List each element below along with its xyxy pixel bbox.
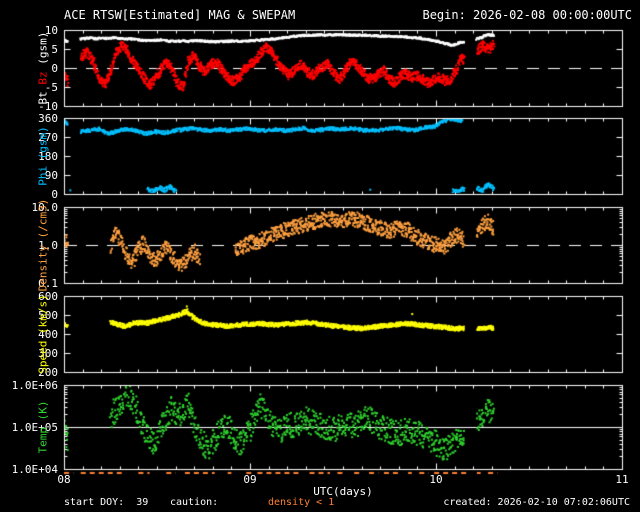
- y-tick-label: 1.0E+04: [11, 462, 58, 476]
- y-tick-label: 1.0E+06: [11, 378, 58, 392]
- x-tick-label: 09: [243, 473, 257, 486]
- x-tick-label: 08: [57, 473, 71, 486]
- plot-title: ACE RTSW[Estimated] MAG & SWEPAM: [64, 8, 296, 22]
- y-tick-label: 0: [51, 61, 58, 75]
- caution-value: density < 1: [268, 497, 335, 508]
- y-axis-label-part: Speed (km/s): [36, 294, 50, 374]
- y-tick-label: 0.1: [38, 276, 58, 290]
- x-tick-label: 10: [429, 473, 443, 486]
- y-tick-label: -10: [38, 99, 58, 113]
- created-timestamp: created: 2026-02-10 07:02:06UTC: [443, 497, 630, 508]
- y-tick-label: 300: [38, 346, 58, 360]
- y-axis-label: Bt Bz (gsm): [36, 31, 50, 105]
- y-tick-label: 1.0: [38, 238, 58, 252]
- y-tick-label: 200: [38, 365, 58, 379]
- y-axis-label: Phi (gsm): [36, 126, 50, 186]
- y-tick-label: 600: [38, 289, 58, 303]
- y-tick-label: 10: [44, 23, 58, 37]
- x-tick-label: 11: [615, 473, 629, 486]
- y-axis-label-part: Bz: [36, 71, 50, 85]
- y-tick-label: 270: [38, 130, 58, 144]
- caution-label: caution:: [170, 497, 219, 508]
- begin-timestamp: Begin: 2026-02-08 00:00:00UTC: [422, 8, 632, 22]
- y-tick-label: -5: [44, 80, 58, 94]
- y-axis-label-part: (gsm): [36, 31, 50, 72]
- y-tick-label: 10.0: [31, 200, 59, 214]
- y-tick-label: 90: [44, 168, 58, 182]
- y-tick-label: 1.0E+05: [11, 420, 58, 434]
- y-axis-label-part: Temp (K): [36, 400, 50, 454]
- y-tick-label: 500: [38, 308, 58, 322]
- y-axis-label: Speed (km/s): [36, 294, 50, 374]
- x-axis-label: UTC(days): [313, 485, 373, 498]
- start-doy-label: start DOY: 39: [64, 497, 149, 508]
- y-tick-label: 5: [51, 42, 58, 56]
- y-tick-label: 180: [38, 149, 58, 163]
- y-tick-label: 400: [38, 327, 58, 341]
- y-axis-label-part: Phi (gsm): [36, 126, 50, 186]
- y-tick-label: 360: [38, 111, 58, 125]
- y-tick-label: 0: [51, 187, 58, 201]
- y-axis-label-part: Density (/cm3): [36, 198, 50, 292]
- y-axis-label-part: Bt: [36, 84, 50, 105]
- y-axis-label: Temp (K): [36, 400, 50, 454]
- y-axis-label: Density (/cm3): [36, 198, 50, 292]
